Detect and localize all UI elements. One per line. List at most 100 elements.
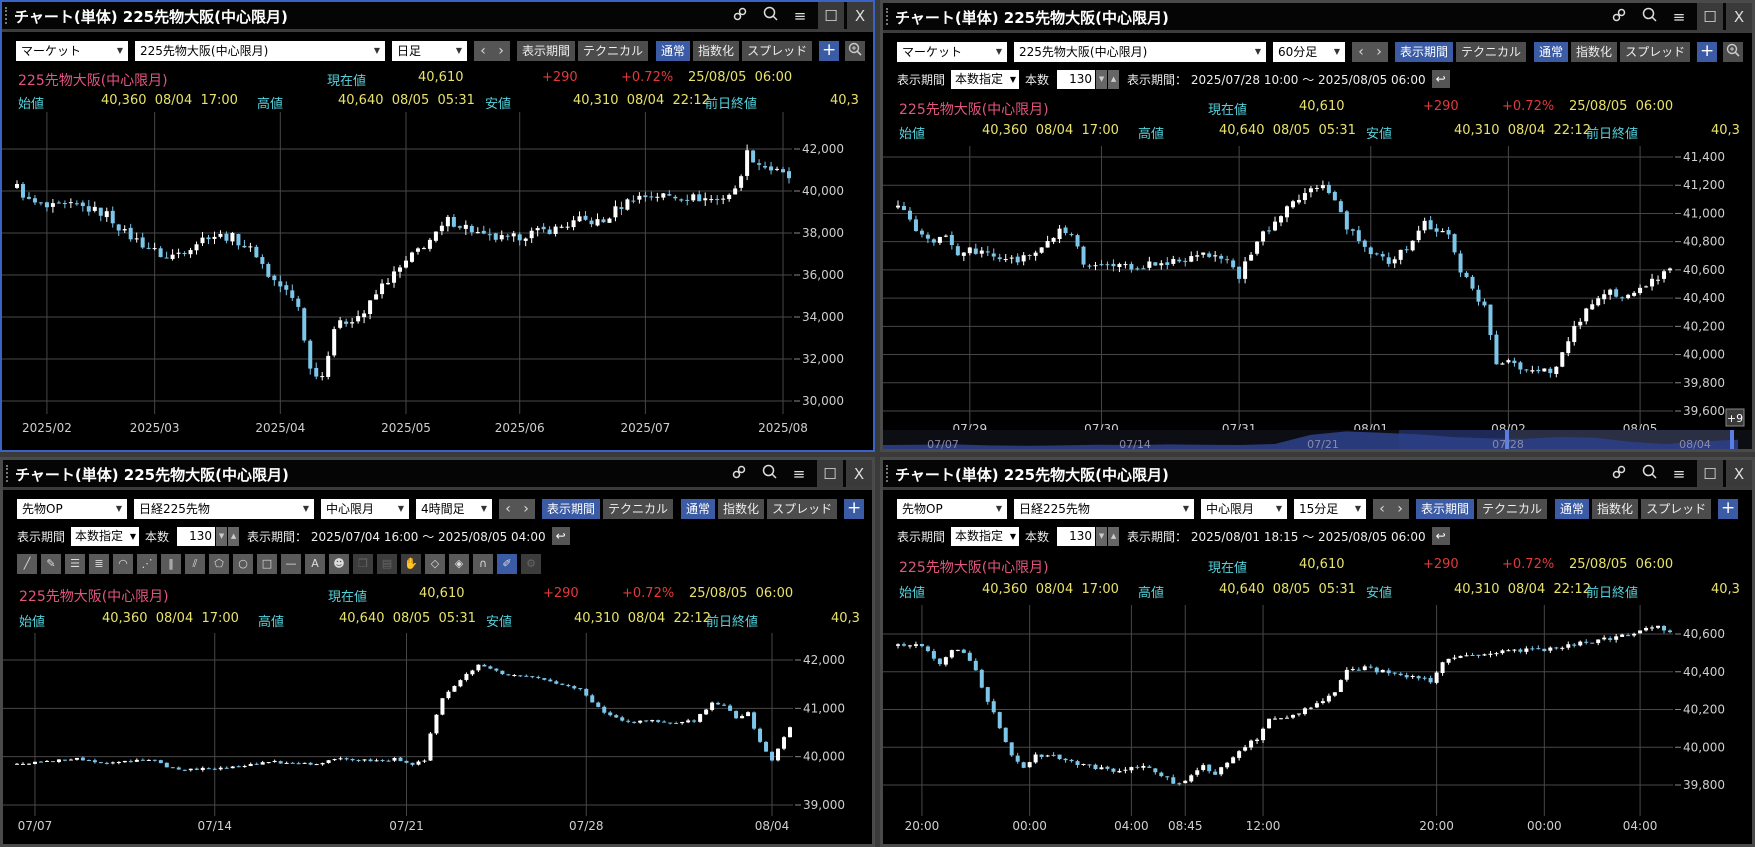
- drag-grip[interactable]: [5, 7, 10, 24]
- gann-tool[interactable]: ⋰: [137, 554, 157, 574]
- display-period-button[interactable]: 表示期間: [1395, 41, 1454, 62]
- lock-pen-tool[interactable]: ✐: [497, 554, 517, 574]
- magnet-tool[interactable]: ∩: [473, 554, 493, 574]
- stamp-tool[interactable]: ☻: [329, 554, 349, 574]
- eraser-all-tool[interactable]: ◈: [449, 554, 469, 574]
- hline-tool[interactable]: —: [281, 554, 301, 574]
- close-button[interactable]: X: [846, 460, 872, 487]
- close-button[interactable]: X: [1726, 460, 1752, 487]
- link-button[interactable]: [1604, 460, 1634, 487]
- fan-tool[interactable]: ◠: [113, 554, 133, 574]
- prev-arrow-button[interactable]: ‹: [505, 500, 511, 517]
- list-tool[interactable]: ▤: [377, 554, 397, 574]
- normal-button[interactable]: 通常: [1534, 41, 1569, 62]
- zoom-button[interactable]: [845, 40, 866, 61]
- symbol-select[interactable]: 日経225先物 ▼: [1014, 498, 1194, 519]
- normal-button[interactable]: 通常: [1555, 498, 1590, 519]
- add-button[interactable]: +: [1718, 498, 1739, 519]
- contract-month-select[interactable]: 中心限月 ▼: [321, 498, 409, 519]
- price-chart[interactable]: 39,600 39,800 40,000 40,200 40,400 40,600 40,8…: [883, 146, 1755, 452]
- search-button[interactable]: [1634, 460, 1664, 487]
- drag-grip[interactable]: [886, 8, 891, 25]
- indexed-button[interactable]: 指数化: [718, 498, 765, 519]
- add-button[interactable]: +: [819, 40, 840, 61]
- reset-period-button[interactable]: ↩: [1431, 527, 1450, 545]
- bar-count-input[interactable]: 130: [177, 526, 216, 546]
- zoom-button[interactable]: [1723, 41, 1744, 62]
- prev-arrow-button[interactable]: ‹: [480, 42, 486, 59]
- prev-arrow-button[interactable]: ‹: [1379, 500, 1385, 517]
- search-button[interactable]: [1634, 3, 1664, 30]
- text-tool[interactable]: A: [305, 554, 325, 574]
- next-arrow-button[interactable]: ›: [498, 42, 504, 59]
- timeframe-select[interactable]: 60分足 ▼: [1273, 41, 1345, 62]
- pentagon-tool[interactable]: ⬠: [209, 554, 229, 574]
- count-decrement-button[interactable]: ▼: [1096, 526, 1108, 546]
- close-button[interactable]: X: [1726, 3, 1752, 30]
- menu-button[interactable]: ≡: [785, 2, 815, 29]
- hline5-tool[interactable]: ≣: [89, 554, 109, 574]
- indexed-button[interactable]: 指数化: [1571, 41, 1618, 62]
- period-mode-select[interactable]: 本数指定 ▼: [71, 526, 140, 546]
- rectangle-tool[interactable]: □: [257, 554, 277, 574]
- bar-count-input[interactable]: 130: [1057, 69, 1096, 89]
- menu-button[interactable]: ≡: [1664, 460, 1694, 487]
- gear-tool[interactable]: ⚙: [521, 554, 541, 574]
- count-increment-button[interactable]: ▲: [228, 526, 240, 546]
- technical-button[interactable]: テクニカル: [578, 40, 649, 61]
- period-mode-select[interactable]: 本数指定 ▼: [951, 69, 1020, 89]
- spread-button[interactable]: スプレッド: [1620, 41, 1691, 62]
- link-button[interactable]: [724, 460, 754, 487]
- display-period-button[interactable]: 表示期間: [1416, 498, 1475, 519]
- search-button[interactable]: [755, 2, 785, 29]
- maximize-button[interactable]: ☐: [817, 460, 843, 487]
- menu-button[interactable]: ≡: [1664, 3, 1694, 30]
- indexed-button[interactable]: 指数化: [1592, 498, 1639, 519]
- link-button[interactable]: [725, 2, 755, 29]
- bar-count-input[interactable]: 130: [1057, 526, 1096, 546]
- display-period-button[interactable]: 表示期間: [542, 498, 601, 519]
- close-button[interactable]: X: [847, 2, 873, 29]
- drag-grip[interactable]: [6, 465, 11, 482]
- technical-button[interactable]: テクニカル: [1456, 41, 1527, 62]
- spread-button[interactable]: スプレッド: [1641, 498, 1712, 519]
- add-button[interactable]: +: [844, 498, 865, 519]
- normal-button[interactable]: 通常: [656, 40, 691, 61]
- hline3-tool[interactable]: ☰: [65, 554, 85, 574]
- display-period-button[interactable]: 表示期間: [517, 40, 576, 61]
- search-button[interactable]: [754, 460, 784, 487]
- vlines-tool[interactable]: ‖: [161, 554, 181, 574]
- prev-arrow-button[interactable]: ‹: [1358, 43, 1364, 60]
- period-mode-select[interactable]: 本数指定 ▼: [951, 526, 1020, 546]
- link-button[interactable]: [1604, 3, 1634, 30]
- maximize-button[interactable]: ☐: [1697, 3, 1723, 30]
- next-arrow-button[interactable]: ›: [1397, 500, 1403, 517]
- next-arrow-button[interactable]: ›: [1376, 43, 1382, 60]
- next-arrow-button[interactable]: ›: [523, 500, 529, 517]
- count-increment-button[interactable]: ▲: [1108, 69, 1120, 89]
- ruler-tool[interactable]: ✎: [41, 554, 61, 574]
- spread-button[interactable]: スプレッド: [742, 40, 813, 61]
- eraser-tool[interactable]: ◇: [425, 554, 445, 574]
- market-select[interactable]: マーケット ▼: [16, 40, 128, 61]
- price-chart[interactable]: 39,800 40,000 40,200 40,400 40,600 20:00 00:00…: [883, 605, 1755, 847]
- price-chart[interactable]: 30,000 32,000 34,000 36,000 38,000 40,000 42,0…: [2, 112, 875, 452]
- technical-button[interactable]: テクニカル: [603, 498, 674, 519]
- count-increment-button[interactable]: ▲: [1108, 526, 1120, 546]
- count-decrement-button[interactable]: ▼: [1096, 69, 1108, 89]
- reset-period-button[interactable]: ↩: [551, 527, 570, 545]
- add-button[interactable]: +: [1697, 41, 1718, 62]
- trendline-tool[interactable]: ╱: [17, 554, 37, 574]
- circle-tool[interactable]: ○: [233, 554, 253, 574]
- technical-button[interactable]: テクニカル: [1477, 498, 1548, 519]
- contract-month-select[interactable]: 中心限月 ▼: [1201, 498, 1287, 519]
- count-decrement-button[interactable]: ▼: [216, 526, 228, 546]
- timeframe-select[interactable]: 4時間足 ▼: [416, 498, 492, 519]
- hand-tool[interactable]: ✋: [401, 554, 421, 574]
- indexed-button[interactable]: 指数化: [693, 40, 740, 61]
- maximize-button[interactable]: ☐: [1697, 460, 1723, 487]
- copy-tool[interactable]: ❐: [353, 554, 373, 574]
- category-select[interactable]: 先物OP ▼: [897, 498, 1007, 519]
- drag-grip[interactable]: [886, 465, 891, 482]
- timeframe-select[interactable]: 15分足 ▼: [1294, 498, 1366, 519]
